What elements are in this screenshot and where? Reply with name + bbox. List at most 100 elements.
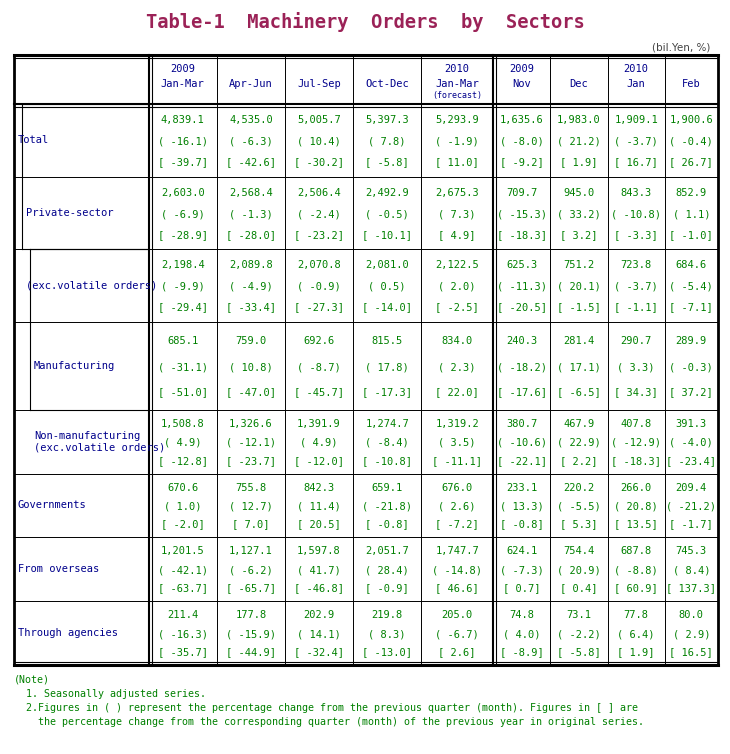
Text: 233.1: 233.1	[506, 483, 537, 492]
Text: 1,127.1: 1,127.1	[229, 547, 273, 556]
Text: ( -9.9): ( -9.9)	[161, 282, 204, 292]
Text: 852.9: 852.9	[676, 188, 707, 198]
Text: ( 4.0): ( 4.0)	[503, 630, 541, 639]
Text: 2,603.0: 2,603.0	[161, 188, 204, 198]
Text: (Note): (Note)	[14, 675, 50, 685]
Text: ( -6.2): ( -6.2)	[229, 566, 273, 575]
Text: ( -12.1): ( -12.1)	[226, 438, 276, 448]
Text: 219.8: 219.8	[372, 610, 403, 621]
Text: [ 1.9]: [ 1.9]	[618, 647, 655, 657]
Text: ( 7.8): ( 7.8)	[369, 136, 406, 147]
Text: [ 2.6]: [ 2.6]	[439, 647, 476, 657]
Text: 1,635.6: 1,635.6	[500, 115, 544, 125]
Text: 1. Seasonally adjusted series.: 1. Seasonally adjusted series.	[14, 689, 206, 699]
Text: ( 1.0): ( 1.0)	[164, 501, 201, 512]
Text: Apr-Jun: Apr-Jun	[229, 79, 273, 90]
Text: ( 41.7): ( 41.7)	[297, 566, 341, 575]
Text: ( -6.7): ( -6.7)	[435, 630, 479, 639]
Text: 625.3: 625.3	[506, 260, 537, 270]
Text: ( -5.5): ( -5.5)	[557, 501, 601, 512]
Text: ( -18.2): ( -18.2)	[497, 363, 547, 372]
Text: 2.Figures in ( ) represent the percentage change from the previous quarter (mont: 2.Figures in ( ) represent the percentag…	[14, 703, 638, 713]
Text: ( 4.9): ( 4.9)	[164, 438, 201, 448]
Text: 842.3: 842.3	[304, 483, 334, 492]
Text: Nov: Nov	[512, 79, 531, 90]
Text: 2,506.4: 2,506.4	[297, 188, 341, 198]
Text: ( -12.9): ( -12.9)	[611, 438, 661, 448]
Text: ( 8.4): ( 8.4)	[672, 566, 710, 575]
Text: [ 20.5]: [ 20.5]	[297, 520, 341, 529]
Text: [ -46.8]: [ -46.8]	[294, 584, 344, 593]
Text: Table-1  Machinery  Orders  by  Sectors: Table-1 Machinery Orders by Sectors	[145, 12, 585, 32]
Text: [ -14.0]: [ -14.0]	[362, 302, 412, 312]
Text: [ -12.0]: [ -12.0]	[294, 455, 344, 466]
Text: [ 4.9]: [ 4.9]	[439, 230, 476, 240]
Text: ( -16.3): ( -16.3)	[158, 630, 208, 639]
Text: 1,326.6: 1,326.6	[229, 418, 273, 429]
Text: ( 8.3): ( 8.3)	[369, 630, 406, 639]
Text: [ -22.1]: [ -22.1]	[497, 455, 547, 466]
Text: 751.2: 751.2	[564, 260, 595, 270]
Text: [ -0.8]: [ -0.8]	[365, 520, 409, 529]
Text: (forecast): (forecast)	[432, 90, 483, 100]
Text: ( 3.5): ( 3.5)	[439, 438, 476, 448]
Text: Jul-Sep: Jul-Sep	[297, 79, 341, 90]
Text: [ -11.1]: [ -11.1]	[432, 455, 483, 466]
Text: 266.0: 266.0	[620, 483, 652, 492]
Text: ( 10.8): ( 10.8)	[229, 363, 273, 372]
Text: 4,535.0: 4,535.0	[229, 115, 273, 125]
Text: [ 37.2]: [ 37.2]	[669, 387, 713, 397]
Text: 2,122.5: 2,122.5	[435, 260, 479, 270]
Text: ( 4.9): ( 4.9)	[300, 438, 338, 448]
Text: ( -0.5): ( -0.5)	[365, 210, 409, 219]
Text: [ 7.0]: [ 7.0]	[232, 520, 269, 529]
Text: 1,983.0: 1,983.0	[557, 115, 601, 125]
Text: [ 11.0]: [ 11.0]	[435, 157, 479, 167]
Text: ( -16.1): ( -16.1)	[158, 136, 208, 147]
Text: ( 13.3): ( 13.3)	[500, 501, 544, 512]
Text: [ -33.4]: [ -33.4]	[226, 302, 276, 312]
Text: ( -14.8): ( -14.8)	[432, 566, 483, 575]
Text: [ -5.8]: [ -5.8]	[557, 647, 601, 657]
Text: [ 46.6]: [ 46.6]	[435, 584, 479, 593]
Text: [ -6.5]: [ -6.5]	[557, 387, 601, 397]
Text: [ -45.7]: [ -45.7]	[294, 387, 344, 397]
Text: 5,005.7: 5,005.7	[297, 115, 341, 125]
Text: ( -3.7): ( -3.7)	[614, 136, 658, 147]
Text: ( 2.6): ( 2.6)	[439, 501, 476, 512]
Text: [ -35.7]: [ -35.7]	[158, 647, 208, 657]
Text: 754.4: 754.4	[564, 547, 595, 556]
Text: 2010: 2010	[445, 64, 469, 74]
Text: ( 17.8): ( 17.8)	[365, 363, 409, 372]
Text: [ -17.6]: [ -17.6]	[497, 387, 547, 397]
Text: [ -39.7]: [ -39.7]	[158, 157, 208, 167]
Text: 659.1: 659.1	[372, 483, 403, 492]
Text: 1,747.7: 1,747.7	[435, 547, 479, 556]
Text: ( -7.3): ( -7.3)	[500, 566, 544, 575]
Text: [ -27.3]: [ -27.3]	[294, 302, 344, 312]
Text: 2,568.4: 2,568.4	[229, 188, 273, 198]
Text: ( 12.7): ( 12.7)	[229, 501, 273, 512]
Text: [ -7.1]: [ -7.1]	[669, 302, 713, 312]
Text: [ -1.1]: [ -1.1]	[614, 302, 658, 312]
Text: [ -3.3]: [ -3.3]	[614, 230, 658, 240]
Text: ( 20.9): ( 20.9)	[557, 566, 601, 575]
Text: 834.0: 834.0	[442, 336, 473, 346]
Text: ( 21.2): ( 21.2)	[557, 136, 601, 147]
Text: [ -28.9]: [ -28.9]	[158, 230, 208, 240]
Text: ( -15.9): ( -15.9)	[226, 630, 276, 639]
Text: [ -17.3]: [ -17.3]	[362, 387, 412, 397]
Text: [ -10.8]: [ -10.8]	[362, 455, 412, 466]
Text: ( -1.9): ( -1.9)	[435, 136, 479, 147]
Text: 1,508.8: 1,508.8	[161, 418, 204, 429]
Text: ( 20.1): ( 20.1)	[557, 282, 601, 292]
Text: Manufacturing: Manufacturing	[34, 360, 115, 371]
Text: 205.0: 205.0	[442, 610, 473, 621]
Text: ( -31.1): ( -31.1)	[158, 363, 208, 372]
Text: 1,319.2: 1,319.2	[435, 418, 479, 429]
Text: [ -29.4]: [ -29.4]	[158, 302, 208, 312]
Text: [ -18.3]: [ -18.3]	[611, 455, 661, 466]
Text: [ 3.2]: [ 3.2]	[560, 230, 598, 240]
Text: Total: Total	[18, 135, 49, 146]
Text: 5,293.9: 5,293.9	[435, 115, 479, 125]
